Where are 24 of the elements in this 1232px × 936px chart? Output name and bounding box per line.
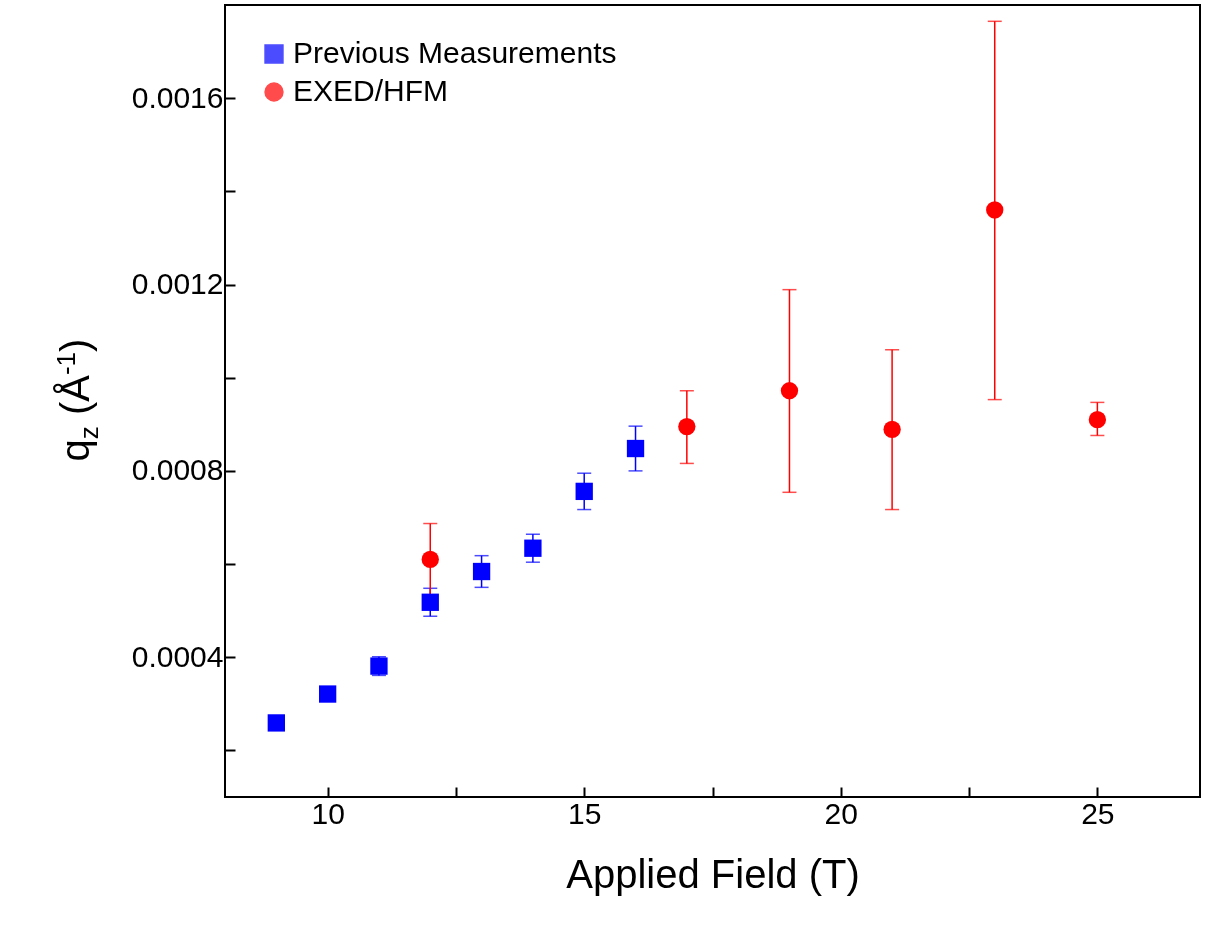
- point: [421, 593, 439, 611]
- point: [780, 382, 799, 400]
- x-tick-label: 20: [824, 796, 858, 830]
- y-tick-label: 0.0012: [131, 267, 224, 301]
- point: [524, 539, 542, 557]
- point: [678, 417, 696, 436]
- point: [986, 201, 1004, 219]
- x-tick-label: 15: [568, 796, 602, 830]
- point: [472, 562, 491, 581]
- y-tick-label: 0.0004: [131, 639, 224, 673]
- x-tick-label: 25: [1081, 796, 1115, 830]
- point: [575, 482, 593, 501]
- point: [626, 439, 645, 458]
- legend-label: Previous Measurements: [293, 36, 617, 69]
- y-tick-label: 0.0008: [131, 453, 224, 487]
- point: [1088, 410, 1107, 429]
- legend-label: EXED/HFM: [293, 74, 449, 107]
- point: [267, 714, 285, 732]
- point: [421, 550, 439, 569]
- x-axis-title: Applied Field (T): [566, 851, 860, 896]
- point: [318, 685, 337, 703]
- point: [883, 420, 901, 439]
- x-tick-label: 10: [311, 796, 345, 830]
- y-tick-label: 0.0016: [131, 80, 224, 114]
